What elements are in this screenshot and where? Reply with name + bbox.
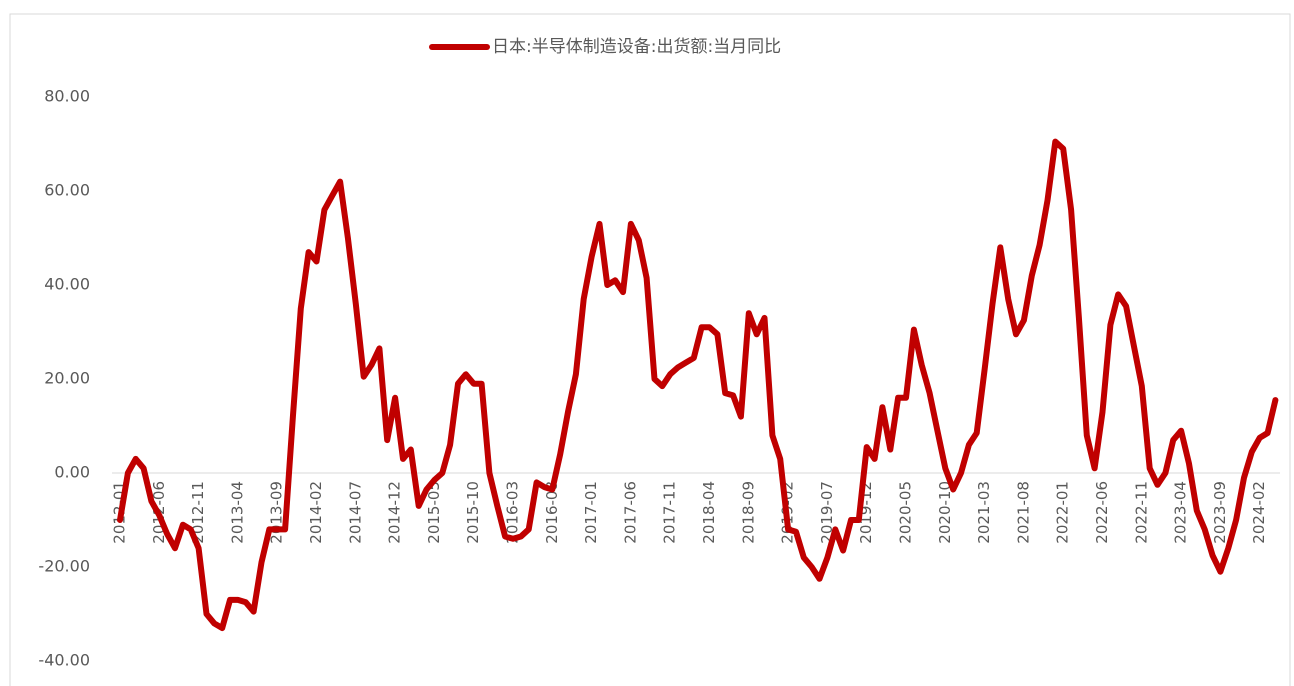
x-tick-label: 2019-07	[818, 481, 836, 544]
x-tick-label: 2021-08	[1014, 481, 1032, 544]
chart-border	[9, 13, 1291, 686]
x-tick-label: 2015-10	[464, 481, 482, 544]
y-tick-label: -40.00	[38, 651, 90, 670]
x-tick-label: 2015-05	[425, 481, 443, 544]
x-tick-label: 2014-07	[346, 481, 364, 544]
y-tick-label: 60.00	[44, 181, 90, 200]
legend-label: 日本:半导体制造设备:出货额:当月同比	[492, 37, 781, 57]
data-line	[117, 138, 1279, 632]
x-tick-label: 2021-03	[975, 481, 993, 544]
x-tick-label: 2024-02	[1250, 481, 1268, 544]
y-tick-label: 80.00	[44, 87, 90, 106]
x-tick-label: 2013-04	[228, 481, 246, 544]
y-tick-label: 40.00	[44, 275, 90, 294]
x-tick-label: 2022-11	[1132, 481, 1150, 544]
x-tick-label: 2017-11	[661, 481, 679, 544]
y-tick-label: 20.00	[44, 369, 90, 388]
x-tick-label: 2012-11	[189, 481, 207, 544]
x-tick-label: 2020-10	[936, 481, 954, 544]
x-tick-label: 2017-06	[621, 481, 639, 544]
x-tick-label: 2017-01	[582, 481, 600, 544]
x-tick-label: 2022-06	[1093, 481, 1111, 544]
x-tick-label: 2016-03	[504, 481, 522, 544]
x-tick-label: 2020-05	[897, 481, 915, 544]
x-tick-label: 2022-01	[1054, 481, 1072, 544]
x-tick-label: 2014-12	[386, 481, 404, 544]
x-tick-label: 2018-09	[739, 481, 757, 544]
x-tick-label: 2023-09	[1211, 481, 1229, 544]
x-tick-label: 2023-04	[1172, 481, 1190, 544]
x-tick-label: 2016-08	[543, 481, 561, 544]
y-tick-label: 0.00	[54, 463, 90, 482]
x-tick-label: 2014-02	[307, 481, 325, 544]
x-tick-label: 2018-04	[700, 481, 718, 544]
y-tick-label: -20.00	[38, 557, 90, 576]
